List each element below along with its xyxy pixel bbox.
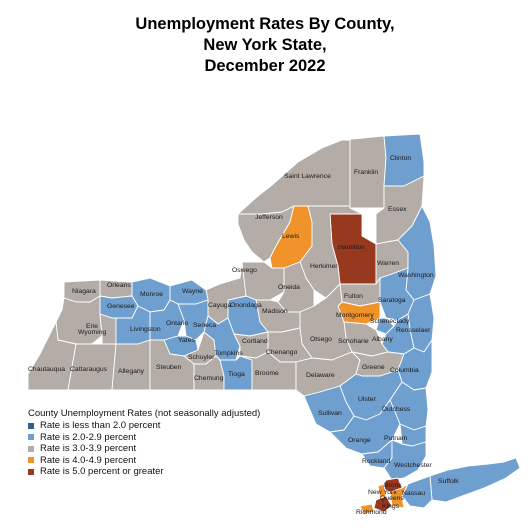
- label-bronx: Bronx: [384, 482, 402, 489]
- legend-swatch: [28, 468, 34, 475]
- legend-label: Rate is 3.0-3.9 percent: [40, 443, 137, 455]
- label-albany: Albany: [372, 336, 393, 343]
- label-orleans: Orleans: [107, 282, 131, 289]
- legend-item: Rate is 2.0-2.9 percent: [28, 432, 260, 444]
- legend-swatch: [28, 457, 34, 464]
- label-ulster: Ulster: [358, 396, 376, 403]
- map-title: Unemployment Rates By County, New York S…: [0, 14, 530, 77]
- label-warren: Warren: [377, 260, 399, 267]
- label-wyoming: Wyoming: [78, 329, 106, 336]
- label-queens: Queens: [380, 495, 404, 502]
- label-fulton: Fulton: [344, 293, 363, 300]
- label-herkimer: Herkimer: [310, 263, 338, 270]
- label-yates: Yates: [178, 337, 195, 344]
- legend-swatch: [28, 422, 34, 429]
- map-legend: County Unemployment Rates (not seasonall…: [28, 408, 260, 478]
- label-montgomery: Montgomery: [336, 312, 374, 319]
- county-westchester[interactable]: [383, 439, 427, 481]
- title-line-1: Unemployment Rates By County,: [135, 15, 395, 33]
- label-rockland: Rockland: [362, 458, 391, 465]
- county-suffolk[interactable]: [429, 457, 521, 503]
- label-oneida: Oneida: [278, 284, 300, 291]
- county-richmond[interactable]: [359, 503, 375, 515]
- label-westchester: Westchester: [394, 462, 432, 469]
- label-new-york: New York: [368, 489, 397, 496]
- label-washington: Washington: [398, 272, 434, 279]
- label-oswego: Oswego: [232, 267, 257, 274]
- legend-title: County Unemployment Rates (not seasonall…: [28, 408, 261, 419]
- label-cayuga: Cayuga: [208, 302, 232, 309]
- label-wayne: Wayne: [182, 288, 203, 295]
- label-chenango: Chenango: [266, 349, 298, 356]
- label-seneca: Seneca: [193, 322, 216, 329]
- county-chautauqua[interactable]: [27, 321, 77, 391]
- label-schuyler: Schuyler: [188, 354, 215, 361]
- label-ontario: Ontario: [166, 320, 189, 327]
- label-rensselaer: Rensselaer: [396, 327, 431, 334]
- label-dutchess: Dutchess: [382, 406, 411, 413]
- legend-item: Rate is less than 2.0 percent: [28, 420, 260, 432]
- label-orange: Orange: [348, 437, 371, 444]
- county-kings[interactable]: [373, 495, 393, 513]
- label-niagara: Niagara: [72, 288, 96, 295]
- label-livingston: Livingston: [130, 326, 161, 333]
- label-madison: Madison: [262, 308, 288, 315]
- label-chautauqua: Chautauqua: [28, 366, 65, 373]
- legend-item: Rate is 5.0 percent or greater: [28, 466, 260, 478]
- label-lewis: Lewis: [282, 233, 300, 240]
- label-genesee: Genesee: [107, 303, 135, 310]
- label-delaware: Delaware: [306, 372, 335, 379]
- legend-label: Rate is 2.0-2.9 percent: [40, 431, 137, 443]
- legend-item: Rate is 4.0-4.9 percent: [28, 455, 260, 467]
- county-steuben[interactable]: [149, 339, 195, 391]
- county-allegany[interactable]: [111, 339, 151, 391]
- label-tioga: Tioga: [228, 371, 245, 378]
- label-erie: Erie: [86, 323, 98, 330]
- label-st-lawrence: Saint Lawrence: [284, 173, 331, 180]
- label-essex: Essex: [388, 206, 407, 213]
- label-cortland: Cortland: [242, 338, 268, 345]
- label-kings: Kings: [382, 503, 400, 510]
- label-jefferson: Jefferson: [255, 214, 283, 221]
- label-sullivan: Sullivan: [318, 410, 342, 417]
- title-line-2: New York State,: [203, 36, 327, 54]
- label-broome: Broome: [255, 370, 279, 377]
- label-clinton: Clinton: [390, 155, 411, 162]
- label-otsego: Otsego: [310, 336, 332, 343]
- label-steuben: Steuben: [156, 364, 182, 371]
- label-richmond: Richmond: [356, 509, 387, 516]
- label-monroe: Monroe: [140, 291, 163, 298]
- label-tompkins: Tompkins: [214, 350, 243, 357]
- label-columbia: Columbia: [390, 367, 419, 374]
- legend-item: Rate is 3.0-3.9 percent: [28, 443, 260, 455]
- label-onondaga: Onondaga: [230, 302, 262, 309]
- county-orange[interactable]: [329, 399, 401, 455]
- label-hamilton: Hamilton: [338, 244, 365, 251]
- label-cattaraugus: Cattaraugus: [70, 366, 108, 373]
- label-putnam: Putnam: [384, 435, 408, 442]
- label-schenectady: Schenectady: [370, 318, 410, 325]
- label-chemung: Chemung: [194, 375, 224, 382]
- label-schoharie: Schoharie: [338, 338, 369, 345]
- label-nassau: Nassau: [402, 490, 425, 497]
- label-franklin: Franklin: [354, 169, 378, 176]
- label-suffolk: Suffolk: [438, 478, 459, 485]
- label-allegany: Allegany: [118, 368, 145, 375]
- county-erie[interactable]: [55, 295, 103, 345]
- legend-label: Rate is 4.0-4.9 percent: [40, 454, 137, 466]
- legend-label: Rate is 5.0 percent or greater: [40, 466, 164, 478]
- legend-label: Rate is less than 2.0 percent: [40, 420, 161, 432]
- label-greene: Greene: [362, 364, 385, 371]
- legend-swatch: [28, 445, 34, 452]
- title-line-3: December 2022: [204, 57, 326, 75]
- legend-swatch: [28, 434, 34, 441]
- label-saratoga: Saratoga: [378, 297, 406, 304]
